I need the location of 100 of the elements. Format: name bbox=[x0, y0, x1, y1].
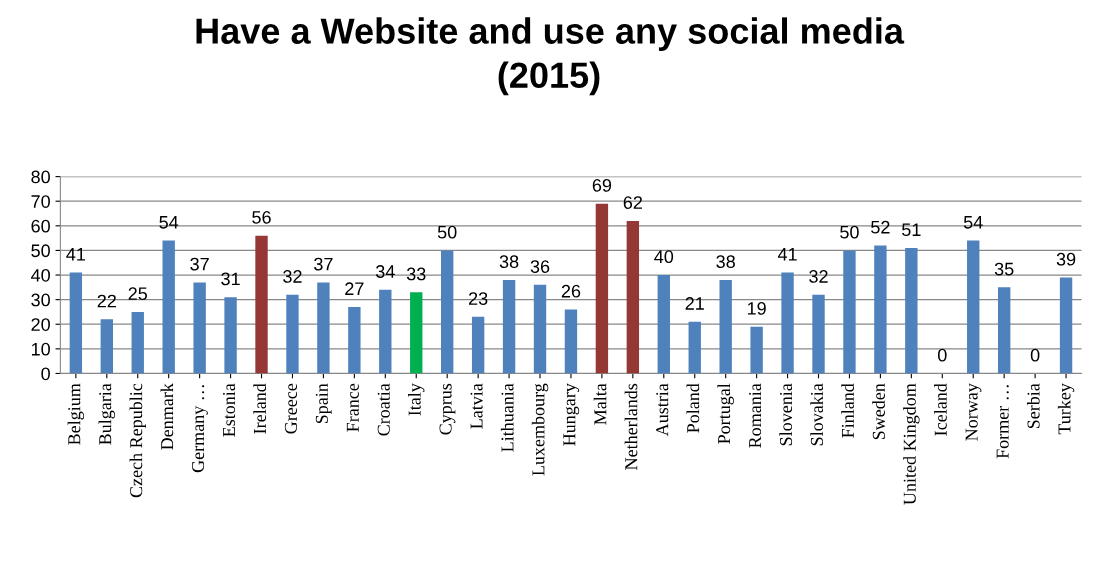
data-label: 69 bbox=[592, 178, 612, 192]
data-label: 54 bbox=[963, 216, 983, 229]
data-label: 38 bbox=[499, 255, 519, 269]
x-tick-label: Malta bbox=[593, 383, 607, 425]
bar bbox=[874, 245, 887, 374]
data-label: 33 bbox=[406, 267, 426, 281]
bar bbox=[719, 279, 732, 374]
x-tick-label: Lithuania bbox=[500, 383, 514, 452]
x-tick-label: Luxembourg bbox=[531, 383, 549, 476]
x-tick-label: Slovakia bbox=[810, 383, 824, 446]
data-label: 26 bbox=[561, 284, 581, 298]
y-tick-label: 20 bbox=[31, 318, 50, 331]
data-label: 39 bbox=[1056, 252, 1076, 266]
data-label: 22 bbox=[97, 294, 116, 308]
bar bbox=[843, 250, 856, 374]
x-tick-label: Latvia bbox=[470, 383, 483, 429]
bar bbox=[379, 289, 392, 374]
x-tick-label: Italy bbox=[408, 383, 425, 416]
data-label: 23 bbox=[469, 292, 488, 305]
bar bbox=[224, 297, 237, 374]
bar bbox=[781, 272, 794, 374]
y-tick-label: 10 bbox=[31, 342, 50, 356]
x-tick-label: Greece bbox=[284, 383, 297, 434]
y-tick-label: 60 bbox=[31, 219, 50, 233]
y-tick-label: 70 bbox=[31, 195, 50, 208]
x-tick-label: Denmark bbox=[160, 383, 174, 450]
x-tick-label: Belgium bbox=[67, 383, 85, 445]
bar bbox=[131, 311, 144, 374]
data-label: 36 bbox=[530, 260, 550, 273]
bar bbox=[410, 292, 423, 374]
data-label: 41 bbox=[777, 248, 797, 261]
data-label: 34 bbox=[375, 265, 395, 278]
y-tick-label: 40 bbox=[31, 268, 50, 282]
data-label: 0 bbox=[937, 348, 947, 362]
x-tick-label: Croatia bbox=[377, 383, 390, 436]
data-label: 54 bbox=[159, 216, 179, 229]
x-tick-label: Estonia bbox=[222, 383, 236, 437]
chart-title: Have a Website and use any social media (2015) bbox=[196, 17, 905, 96]
x-tick-label: Portugal bbox=[717, 383, 734, 444]
x-tick-label: Norway bbox=[965, 383, 982, 441]
bar bbox=[812, 294, 825, 374]
x-tick-label: Poland bbox=[686, 383, 700, 433]
x-tick-label: Serbia bbox=[1026, 383, 1040, 429]
bar bbox=[286, 294, 299, 374]
bar bbox=[750, 326, 763, 374]
bar bbox=[595, 203, 609, 374]
data-label: 32 bbox=[809, 270, 828, 283]
bar bbox=[193, 282, 206, 374]
x-tick-label: Austria bbox=[656, 383, 669, 437]
data-label: 37 bbox=[190, 257, 209, 271]
x-tick-label: Former … bbox=[996, 385, 1009, 459]
x-tick-label: Germany … bbox=[191, 385, 208, 473]
x-tick-label: Bulgaria bbox=[98, 383, 116, 445]
y-tick-label: 30 bbox=[31, 293, 50, 307]
x-tick-label: Spain bbox=[315, 383, 332, 424]
x-tick-label: France bbox=[346, 383, 359, 432]
bar bbox=[688, 321, 701, 374]
bar bbox=[997, 287, 1011, 374]
x-tick-label: Turkey bbox=[1057, 383, 1075, 435]
data-label: 51 bbox=[902, 223, 921, 237]
data-label: 52 bbox=[871, 220, 890, 234]
x-tick-label: Netherlands bbox=[624, 383, 638, 470]
bar bbox=[255, 235, 268, 374]
data-label: 50 bbox=[840, 225, 859, 239]
data-label: 50 bbox=[437, 225, 457, 239]
data-label: 31 bbox=[221, 272, 240, 286]
data-label: 21 bbox=[685, 297, 704, 310]
bar bbox=[317, 282, 330, 374]
x-tick-label: Hungary bbox=[563, 383, 580, 446]
bar bbox=[348, 307, 361, 374]
data-label: 27 bbox=[345, 282, 364, 295]
bar bbox=[967, 240, 980, 374]
bar bbox=[162, 240, 175, 374]
y-tick-label: 80 bbox=[31, 170, 50, 184]
bar bbox=[471, 316, 485, 374]
data-label: 37 bbox=[314, 257, 333, 271]
data-label: 35 bbox=[994, 262, 1014, 276]
x-tick-label: Czech Republic bbox=[129, 383, 146, 498]
bar bbox=[905, 247, 918, 374]
bar bbox=[100, 319, 113, 374]
x-tick-label: United Kingdom bbox=[903, 383, 920, 505]
data-label: 38 bbox=[716, 255, 735, 269]
data-label: 62 bbox=[623, 196, 642, 209]
bar bbox=[564, 309, 578, 374]
data-label: 40 bbox=[654, 250, 674, 264]
x-tick-label: Sweden bbox=[872, 383, 885, 440]
data-label: 25 bbox=[128, 287, 148, 301]
bar bbox=[626, 220, 640, 374]
data-label: 56 bbox=[252, 210, 271, 224]
bar bbox=[1059, 277, 1073, 374]
data-label: 41 bbox=[66, 248, 86, 261]
x-tick-label: Slovenia bbox=[779, 383, 793, 446]
data-label: 0 bbox=[1030, 348, 1040, 362]
bar bbox=[657, 275, 670, 374]
data-label: 19 bbox=[747, 302, 766, 315]
y-tick-label: 0 bbox=[41, 367, 50, 381]
x-tick-label: Romania bbox=[749, 383, 762, 448]
y-tick-label: 50 bbox=[31, 244, 50, 258]
bar bbox=[533, 284, 547, 374]
data-label: 32 bbox=[283, 270, 302, 283]
